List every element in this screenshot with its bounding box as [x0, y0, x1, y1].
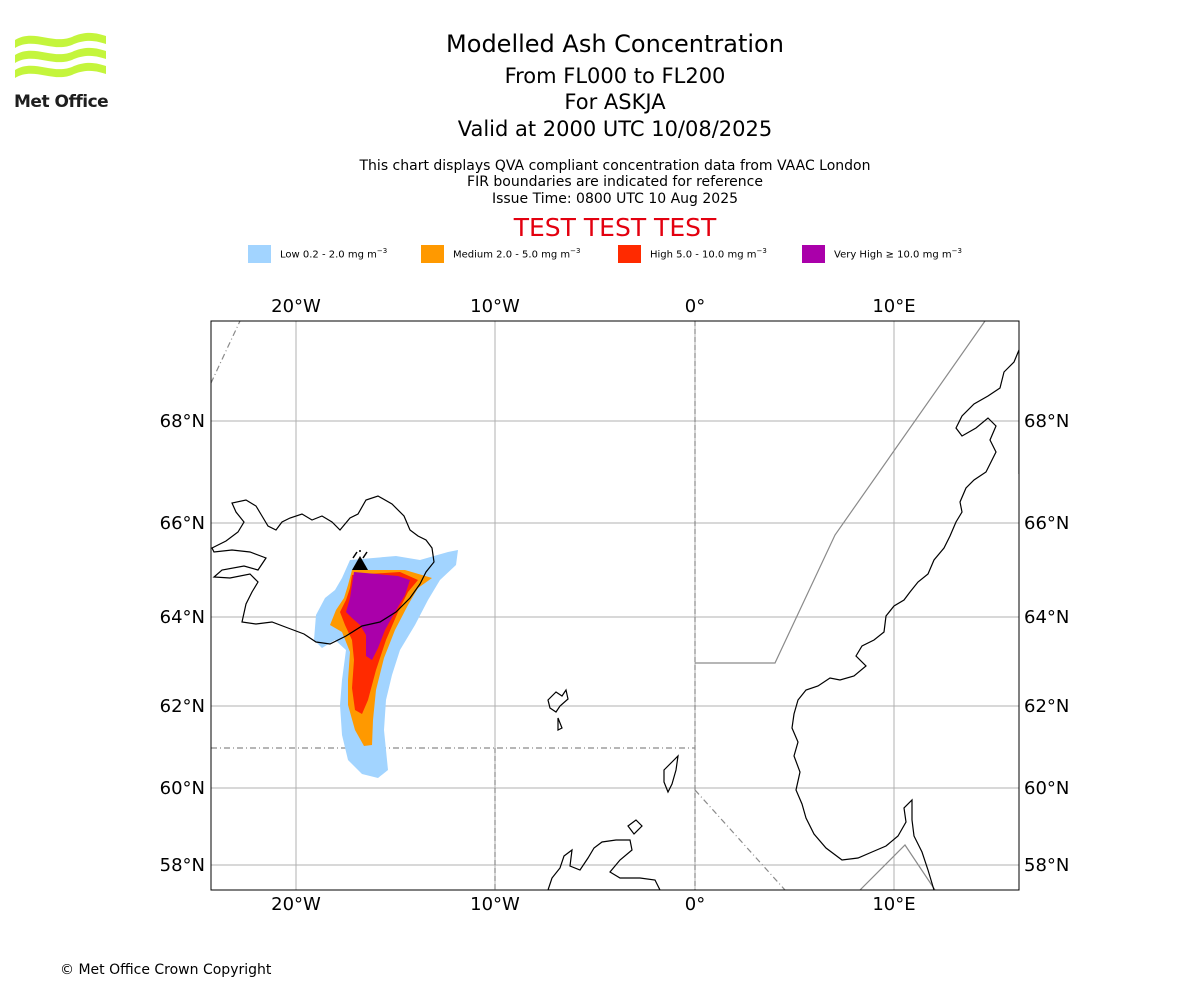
test-banner: TEST TEST TEST: [513, 213, 717, 242]
volcano-marker-icon: [352, 550, 368, 570]
lat-label-right-58n: 58°N: [1024, 855, 1069, 876]
fir-boundary-south: [859, 844, 936, 890]
lat-label-right-60n: 60°N: [1024, 778, 1069, 799]
legend-swatch-medium: [421, 245, 444, 263]
legend-label-medium: Medium 2.0 - 5.0 mg m−3: [453, 247, 581, 261]
lat-label-right-64n: 64°N: [1024, 607, 1069, 628]
lon-label-bottom-10e: 10°E: [872, 894, 915, 915]
lon-label-top-10e: 10°E: [872, 296, 915, 317]
coastlines: [211, 349, 1019, 890]
coastline-scotland: [547, 819, 661, 890]
map-area: [211, 321, 1019, 890]
lat-label-right-66n: 66°N: [1024, 513, 1069, 534]
logo-waves-icon: [15, 32, 106, 78]
legend-label-very-high: Very High ≥ 10.0 mg m−3: [834, 247, 962, 261]
legend-swatch-high: [618, 245, 641, 263]
lat-label-left-58n: 58°N: [160, 855, 205, 876]
legend-item-medium: Medium 2.0 - 5.0 mg m−3: [421, 244, 580, 264]
fir-boundaries: [211, 321, 986, 890]
met-office-logo: Met Office: [14, 30, 109, 112]
legend-item-high: High 5.0 - 10.0 mg m−3: [618, 244, 767, 264]
fir-boundary-sw-norway: [694, 789, 786, 890]
fir-boundary-norway: [695, 321, 986, 664]
lon-label-top-10w: 10°W: [470, 296, 520, 317]
lat-label-right-68n: 68°N: [1024, 411, 1069, 432]
lat-label-left-64n: 64°N: [160, 607, 205, 628]
logo-text: Met Office: [14, 92, 109, 112]
flight-levels: From FL000 to FL200: [504, 64, 726, 88]
volcano-name: For ASKJA: [564, 90, 666, 114]
lat-label-right-62n: 62°N: [1024, 696, 1069, 717]
legend-label-low: Low 0.2 - 2.0 mg m−3: [280, 247, 388, 261]
fir-boundary-nw: [211, 321, 241, 384]
coastline-iceland: [211, 495, 435, 645]
lat-label-left-62n: 62°N: [160, 696, 205, 717]
map-frame: [210, 320, 1020, 891]
legend-label-high: High 5.0 - 10.0 mg m−3: [650, 247, 767, 261]
lat-label-left-68n: 68°N: [160, 411, 205, 432]
issue-time: Issue Time: 0800 UTC 10 Aug 2025: [491, 191, 739, 207]
legend-item-low: Low 0.2 - 2.0 mg m−3: [248, 244, 387, 264]
lon-label-bottom-10w: 10°W: [470, 894, 520, 915]
valid-time: Valid at 2000 UTC 10/08/2025: [457, 117, 773, 141]
lon-label-top-0: 0°: [685, 296, 705, 317]
lon-label-bottom-20w: 20°W: [271, 894, 321, 915]
coastline-faroe-islands: [547, 688, 569, 731]
lat-label-left-66n: 66°N: [160, 513, 205, 534]
ash-plume: [314, 550, 458, 778]
legend-item-very-high: Very High ≥ 10.0 mg m−3: [802, 244, 962, 264]
map-title: Modelled Ash Concentration: [446, 30, 784, 58]
note-line-1: This chart displays QVA compliant concen…: [359, 158, 871, 174]
lat-label-left-60n: 60°N: [160, 778, 205, 799]
copyright: © Met Office Crown Copyright: [60, 962, 272, 978]
lon-label-top-20w: 20°W: [271, 296, 321, 317]
note-line-2: FIR boundaries are indicated for referen…: [467, 174, 763, 190]
lon-label-bottom-0: 0°: [685, 894, 705, 915]
coastline-norway: [791, 349, 1019, 890]
coastline-shetland: [663, 754, 679, 794]
legend-swatch-very-high: [802, 245, 825, 263]
legend-swatch-low: [248, 245, 271, 263]
ash-very-high: [346, 572, 410, 660]
